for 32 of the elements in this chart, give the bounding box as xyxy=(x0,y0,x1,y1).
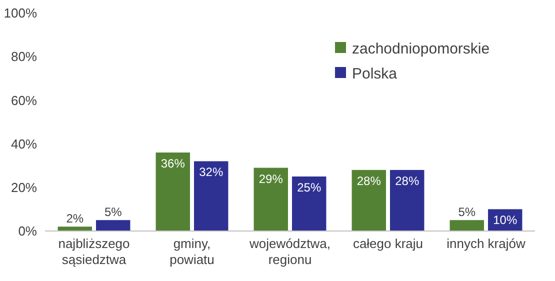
bar xyxy=(450,220,484,231)
x-tick-label: całego kraju xyxy=(352,236,424,251)
data-label: 28% xyxy=(395,174,420,188)
data-label: 5% xyxy=(458,205,476,220)
legend-label: Polska xyxy=(352,65,398,82)
data-label: 2% xyxy=(66,212,84,226)
legend-label: zachodniopomorskie xyxy=(352,40,490,58)
data-label: 25% xyxy=(297,180,322,194)
x-tick-label: najbliższego sąsiedztwa xyxy=(58,236,130,267)
x-tick-label: innych krajów xyxy=(446,236,526,251)
y-tick-label: 0% xyxy=(18,224,38,239)
bar xyxy=(194,161,228,231)
y-tick-label: 100% xyxy=(4,6,38,21)
bar xyxy=(292,176,326,231)
bar xyxy=(352,170,386,231)
data-label: 5% xyxy=(104,205,122,220)
data-label: 10% xyxy=(493,213,518,228)
y-tick-label: 40% xyxy=(10,136,38,152)
data-label: 28% xyxy=(356,174,382,188)
x-tick-label: gminy, powiatu xyxy=(170,236,214,267)
bar xyxy=(156,152,190,231)
data-label: 29% xyxy=(258,172,284,186)
x-tick-label: województwa, regionu xyxy=(248,236,330,267)
bar xyxy=(254,168,288,231)
y-tick-label: 80% xyxy=(10,49,38,64)
data-label: 32% xyxy=(199,165,224,180)
data-label: 36% xyxy=(160,156,186,171)
y-tick-label: 20% xyxy=(10,180,38,195)
y-tick-label: 60% xyxy=(10,92,38,108)
bar xyxy=(58,226,92,231)
bar xyxy=(390,170,424,231)
bar xyxy=(96,220,130,231)
